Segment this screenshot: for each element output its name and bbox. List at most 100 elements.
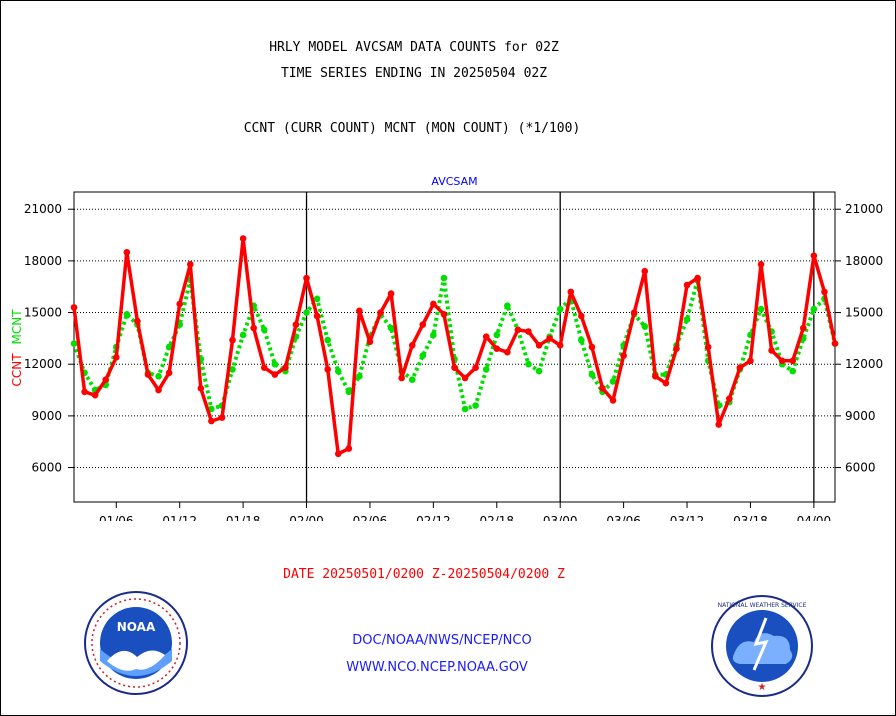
data-point-ccnt xyxy=(334,450,342,458)
data-point-mcnt xyxy=(260,326,268,334)
data-point-ccnt xyxy=(673,345,680,353)
data-point-ccnt xyxy=(91,391,99,399)
x-tick-label: 03/06 xyxy=(606,514,641,521)
data-point-ccnt xyxy=(218,414,226,421)
data-point-ccnt xyxy=(282,364,289,371)
data-point-ccnt xyxy=(260,364,268,371)
data-point-ccnt xyxy=(504,348,511,356)
data-point-mcnt xyxy=(493,331,501,339)
data-point-ccnt xyxy=(535,341,543,349)
data-point-ccnt xyxy=(799,324,807,332)
data-point-ccnt xyxy=(567,288,575,296)
x-tick-label: 03/00 xyxy=(543,514,578,521)
data-point-ccnt xyxy=(821,288,828,296)
y-tick-label-left: 6000 xyxy=(31,461,62,475)
data-point-mcnt xyxy=(313,295,321,303)
data-point-ccnt xyxy=(313,312,321,320)
data-point-ccnt xyxy=(345,445,353,452)
data-point-ccnt xyxy=(408,341,416,349)
x-tick-label: 02/18 xyxy=(479,514,514,521)
data-point-mcnt xyxy=(810,305,818,313)
data-point-ccnt xyxy=(134,317,141,325)
data-point-ccnt xyxy=(123,248,131,256)
data-point-ccnt xyxy=(377,309,384,316)
data-point-ccnt xyxy=(609,397,617,404)
data-point-ccnt xyxy=(451,364,458,371)
data-point-ccnt xyxy=(630,309,638,316)
data-point-ccnt xyxy=(482,333,490,340)
chart-subtitle: CCNT (CURR COUNT) MCNT (MON COUNT) (*1/1… xyxy=(243,121,581,136)
data-point-ccnt xyxy=(789,357,797,365)
data-point-ccnt xyxy=(430,300,437,308)
y-tick-label-right: 18000 xyxy=(845,254,883,268)
data-point-ccnt xyxy=(472,364,479,371)
y-tick-label-left: 9000 xyxy=(31,409,62,423)
data-point-ccnt xyxy=(514,326,522,334)
data-point-mcnt xyxy=(419,352,427,359)
data-point-mcnt xyxy=(588,371,596,378)
x-tick-label: 01/12 xyxy=(162,514,197,521)
data-point-ccnt xyxy=(546,335,553,342)
data-point-mcnt xyxy=(229,366,236,373)
data-point-ccnt xyxy=(271,371,279,378)
data-point-ccnt xyxy=(70,304,78,311)
plot-title: AVCSAM xyxy=(431,175,477,188)
data-point-mcnt xyxy=(440,274,448,282)
chart-title-line2: TIME SERIES ENDING IN 20250504 02Z xyxy=(280,66,548,81)
data-point-mcnt xyxy=(757,305,765,313)
data-point-ccnt xyxy=(747,357,754,365)
y-tick-label-right: 15000 xyxy=(845,306,883,320)
data-point-mcnt xyxy=(356,372,363,380)
data-point-ccnt xyxy=(662,379,670,387)
data-point-ccnt xyxy=(810,252,818,260)
noaa-logo-text: NOAA xyxy=(117,620,156,634)
data-point-mcnt xyxy=(165,343,173,351)
data-point-ccnt xyxy=(292,321,300,328)
x-tick-label: 04/00 xyxy=(797,514,832,521)
series-line-mcnt xyxy=(72,276,837,411)
x-tick-label: 03/18 xyxy=(733,514,768,521)
data-point-ccnt xyxy=(176,300,183,308)
data-point-mcnt xyxy=(641,323,649,330)
svg-text:★: ★ xyxy=(758,682,767,693)
data-point-ccnt xyxy=(250,324,257,332)
data-point-mcnt xyxy=(683,316,691,323)
data-point-mcnt xyxy=(472,402,479,409)
data-point-ccnt xyxy=(197,385,205,392)
y-tick-label-left: 21000 xyxy=(24,202,62,216)
data-point-mcnt xyxy=(70,340,78,347)
data-point-ccnt xyxy=(81,388,88,396)
data-point-mcnt xyxy=(556,305,564,313)
data-point-ccnt xyxy=(525,328,532,335)
data-point-mcnt xyxy=(271,360,279,368)
data-point-ccnt xyxy=(461,374,469,382)
data-point-mcnt xyxy=(430,331,437,339)
plot-area xyxy=(73,191,836,503)
data-point-ccnt xyxy=(239,235,247,242)
nws-logo: ★ NATIONAL WEATHER SERVICE xyxy=(711,595,813,697)
x-tick-label: 02/06 xyxy=(353,514,388,521)
series-line-ccnt xyxy=(72,236,837,456)
data-point-ccnt xyxy=(588,343,596,351)
data-point-mcnt xyxy=(578,336,585,344)
data-point-mcnt xyxy=(609,378,617,385)
x-tick-label: 01/06 xyxy=(99,514,134,521)
nws-logo-text: NATIONAL WEATHER SERVICE xyxy=(718,602,807,609)
data-point-ccnt xyxy=(757,261,765,268)
noaa-nws-link[interactable]: DOC/NOAA/NWS/NCEP/NCO xyxy=(352,633,532,648)
line-chart: AVCSAM 6000 6000 9000 9000 12000 12000 15000 150… xyxy=(10,175,883,521)
nco-website-link[interactable]: WWW.NCO.NCEP.NOAA.GOV xyxy=(346,660,528,675)
data-point-ccnt xyxy=(102,376,110,384)
data-point-mcnt xyxy=(789,367,797,375)
data-point-ccnt xyxy=(440,310,448,318)
data-point-ccnt xyxy=(398,374,405,382)
data-point-ccnt xyxy=(208,417,215,425)
data-point-mcnt xyxy=(525,360,532,368)
data-point-mcnt xyxy=(155,372,162,380)
data-point-ccnt xyxy=(303,274,310,282)
data-point-mcnt xyxy=(461,405,469,413)
data-point-ccnt xyxy=(620,352,627,359)
data-point-ccnt xyxy=(778,357,786,365)
data-point-ccnt xyxy=(387,290,395,297)
y-tick-label-left: 12000 xyxy=(24,357,62,371)
